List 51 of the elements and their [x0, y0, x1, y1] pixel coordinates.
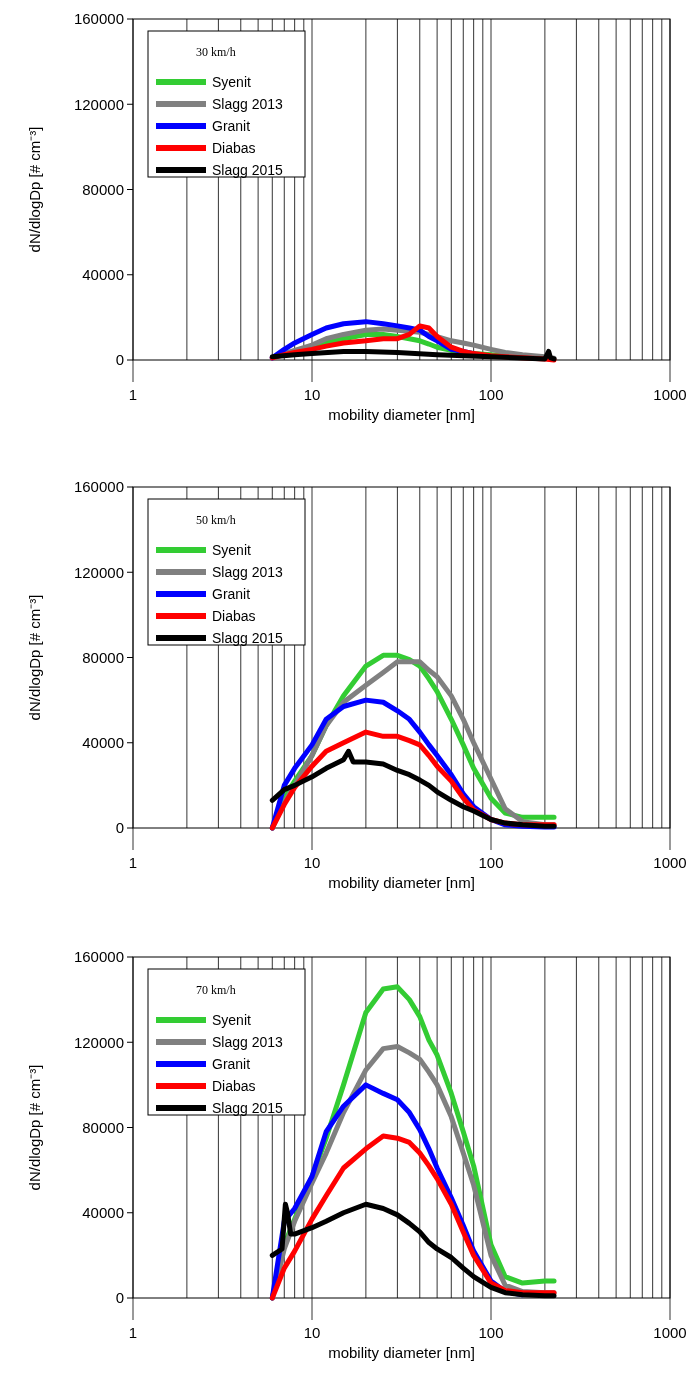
x-tick-label: 100 — [478, 854, 504, 871]
x-tick-label: 1000 — [653, 854, 687, 871]
y-tick-label: 0 — [115, 1289, 124, 1307]
y-tick-label: 160000 — [73, 478, 124, 496]
legend-label: Syenit — [212, 541, 252, 558]
x-tick-label: 100 — [478, 1324, 504, 1341]
y-tick-label: 40000 — [82, 1204, 124, 1221]
y-tick-label: 160000 — [73, 10, 124, 28]
legend-label: Slagg 2013 — [212, 563, 284, 580]
y-tick-label: 120000 — [73, 95, 124, 113]
x-tick-label: 1 — [128, 1324, 138, 1341]
legend-title: 50 km/h — [196, 513, 236, 527]
y-tick-label: 120000 — [73, 1033, 124, 1051]
legend-label: Slagg 2015 — [212, 629, 284, 646]
legend-label: Syenit — [212, 73, 252, 90]
legend-title: 30 km/h — [196, 45, 236, 59]
y-tick-label: 0 — [115, 819, 124, 837]
legend-title: 70 km/h — [196, 983, 236, 997]
y-tick-label: 80000 — [82, 648, 124, 666]
y-tick-label: 40000 — [82, 734, 124, 751]
x-tick-label: 1000 — [653, 386, 687, 403]
x-axis-title: mobility diameter [nm] — [328, 874, 475, 891]
y-axis-title: dN/dlogDp [# cm⁻³] — [26, 126, 43, 253]
y-tick-label: 40000 — [82, 266, 124, 283]
y-tick-label: 80000 — [82, 1118, 124, 1136]
y-axis-title: dN/dlogDp [# cm⁻³] — [26, 1064, 43, 1191]
x-tick-label: 1 — [128, 386, 138, 403]
legend-label: Diabas — [212, 139, 256, 156]
legend-label: Slagg 2013 — [212, 1033, 284, 1050]
x-tick-label: 1000 — [653, 1324, 687, 1341]
legend-label: Slagg 2015 — [212, 1099, 284, 1116]
x-tick-label: 10 — [303, 386, 321, 403]
x-axis-title: mobility diameter [nm] — [328, 1344, 475, 1361]
x-axis-title: mobility diameter [nm] — [328, 406, 475, 423]
y-tick-label: 160000 — [73, 948, 124, 966]
legend-label: Granit — [212, 1055, 251, 1072]
x-tick-label: 10 — [303, 854, 321, 871]
legend-label: Granit — [212, 117, 251, 134]
y-axis-title: dN/dlogDp [# cm⁻³] — [26, 594, 43, 721]
x-tick-label: 1 — [128, 854, 138, 871]
legend-label: Slagg 2015 — [212, 161, 284, 178]
legend-label: Slagg 2013 — [212, 95, 284, 112]
legend-label: Granit — [212, 585, 251, 602]
y-tick-label: 120000 — [73, 563, 124, 581]
legend-label: Syenit — [212, 1011, 252, 1028]
y-tick-label: 0 — [115, 351, 124, 369]
x-tick-label: 100 — [478, 386, 504, 403]
x-tick-label: 10 — [303, 1324, 321, 1341]
legend-label: Diabas — [212, 607, 256, 624]
y-tick-label: 80000 — [82, 180, 124, 198]
legend-label: Diabas — [212, 1077, 256, 1094]
